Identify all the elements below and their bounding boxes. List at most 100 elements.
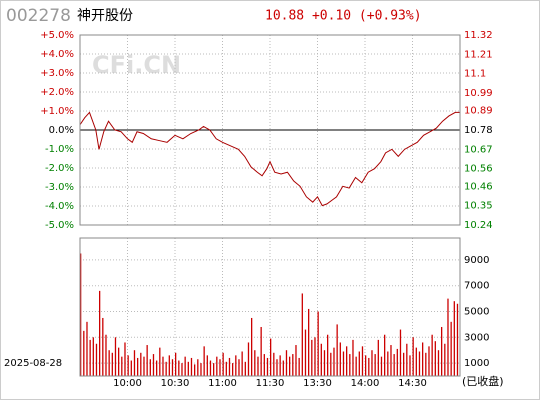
volume-bar (159, 347, 161, 376)
volume-bar (156, 360, 158, 376)
volume-bar (409, 355, 411, 376)
volume-bar (453, 301, 455, 376)
x-tick-label: 14:30 (398, 378, 427, 389)
volume-bar (133, 350, 136, 376)
y2-tick-label: 10.24 (464, 220, 493, 231)
volume-bar (152, 354, 155, 376)
volume-bar (403, 352, 405, 376)
y-tick-label: -5.0% (45, 220, 74, 231)
volume-bar (399, 329, 402, 376)
volume-bar (114, 337, 117, 376)
volume-bar (352, 339, 354, 376)
volume-bar (178, 360, 180, 376)
volume-bar (165, 361, 167, 376)
volume-bar (225, 361, 227, 376)
volume-bar (181, 363, 183, 376)
volume-bar (330, 352, 332, 376)
y2-tick-label: 9000 (464, 255, 489, 266)
volume-bar (377, 339, 379, 376)
y2-tick-label: 10.46 (464, 181, 493, 192)
volume-bar (320, 343, 322, 376)
volume-bar (282, 360, 284, 376)
volume-bar (209, 360, 212, 376)
y2-tick-label: 11.1 (464, 69, 486, 80)
volume-bar (428, 346, 430, 376)
y2-tick-label: 7000 (464, 281, 489, 292)
volume-bar (111, 352, 113, 376)
volume-bar (273, 352, 275, 376)
volume-bar (339, 342, 341, 376)
volume-bar (342, 351, 345, 376)
volume-bar (361, 346, 364, 376)
volume-bar (374, 354, 376, 376)
y2-tick-label: 10.35 (464, 201, 493, 212)
y2-tick-label: 10.67 (464, 144, 493, 155)
volume-bar (323, 350, 326, 376)
x-tick-label: 10:00 (113, 378, 142, 389)
volume-bar (346, 346, 348, 376)
x-tick-label: 11:00 (208, 378, 237, 389)
y-tick-label: +3.0% (40, 68, 74, 79)
volume-bar (143, 356, 145, 376)
volume-bar (415, 347, 417, 376)
date: 2025-08-28 (4, 358, 62, 369)
y2-tick-label: 10.56 (464, 164, 493, 175)
volume-bar (437, 350, 440, 376)
volume-bar (251, 317, 253, 376)
y2-tick-label: 11.32 (464, 30, 493, 41)
y2-tick-label: 10.89 (464, 106, 493, 117)
plot-border (79, 237, 461, 377)
volume-bar (393, 354, 395, 376)
volume-bar (301, 293, 303, 376)
volume-bar (146, 345, 148, 376)
y-tick-label: 0.0% (49, 125, 74, 136)
volume-bar (86, 321, 88, 376)
volume-bar (121, 356, 123, 376)
quote: 10.88 +0.10 (+0.93%) (265, 9, 422, 24)
volume-bar (99, 290, 101, 376)
y-tick-label: +4.0% (40, 49, 74, 60)
volume-bar (327, 334, 329, 376)
x-tick-label: 10:30 (161, 378, 190, 389)
volume-bar (254, 350, 256, 376)
volume-bar (124, 342, 126, 376)
y2-tick-label: 5000 (464, 307, 489, 318)
volume-bar (450, 321, 452, 376)
volume-bar (89, 339, 91, 376)
volume-bar (365, 355, 367, 376)
y-tick-label: +1.0% (40, 106, 74, 117)
volume-bar (358, 351, 360, 376)
volume-bar (349, 354, 351, 376)
volume-bar (149, 359, 151, 376)
stock-code: 002278 (6, 6, 71, 26)
volume-bar (260, 326, 262, 376)
volume-bar (206, 355, 208, 376)
y-tick-label: -3.0% (45, 182, 74, 193)
volume-bar (130, 360, 132, 376)
volume-bar (244, 361, 246, 376)
volume-bar (266, 357, 269, 376)
volume-bar (102, 317, 104, 376)
volume-bar (213, 363, 215, 376)
y-tick-label: -2.0% (45, 163, 74, 174)
volume-bar (194, 364, 196, 376)
volume-bar (257, 356, 259, 376)
volume-bar (289, 356, 291, 376)
volume-bar (235, 355, 237, 376)
volume-bar (95, 343, 98, 376)
volume-bar (336, 324, 338, 376)
volume-bar (412, 337, 414, 376)
y2-tick-label: 11.21 (464, 49, 493, 60)
y2-tick-label: 10.99 (464, 88, 493, 99)
y-tick-label: -1.0% (45, 144, 74, 155)
x-tick-label: 14:00 (351, 378, 380, 389)
volume-bar (92, 337, 94, 376)
volume-bar (270, 338, 272, 376)
volume-bar (285, 350, 288, 376)
volume-bar (371, 350, 373, 376)
volume-bar (175, 352, 177, 376)
volume-bar (203, 346, 205, 376)
y-tick-label: +5.0% (40, 30, 74, 41)
watermark: CFi.CN (92, 51, 181, 79)
